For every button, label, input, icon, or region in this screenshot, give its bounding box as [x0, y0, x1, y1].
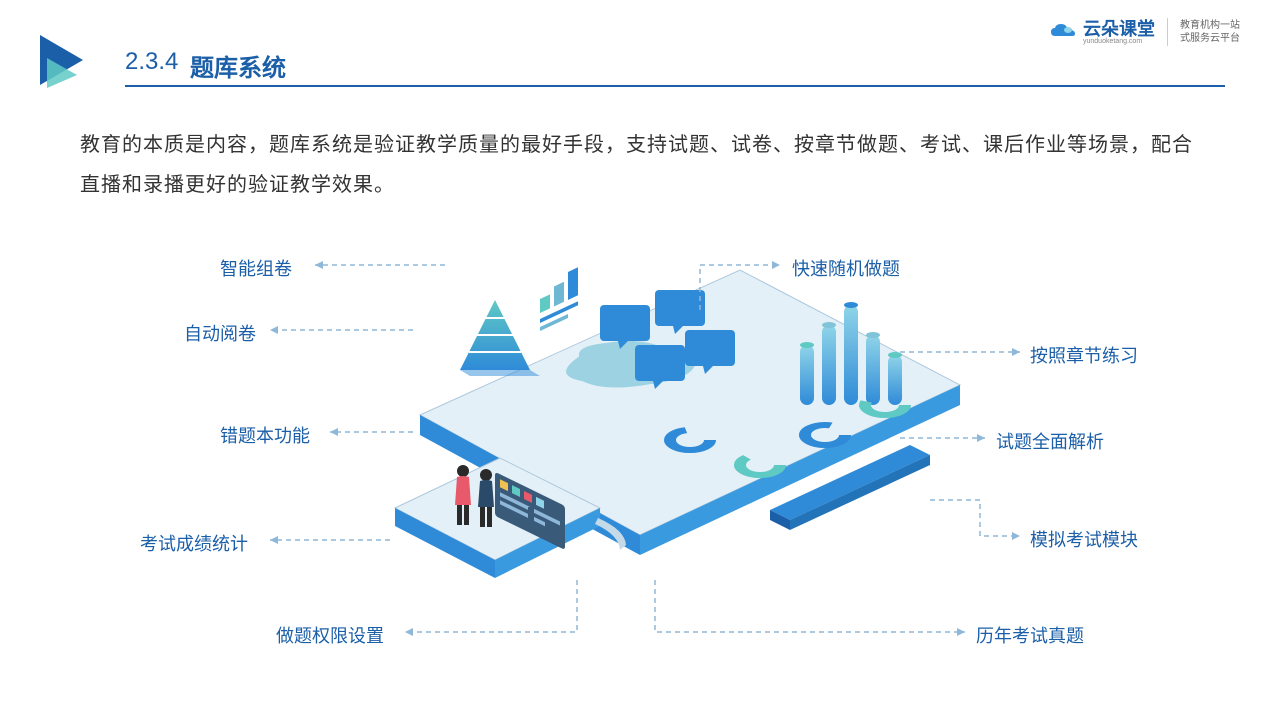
logo-domain: yunduoketang.com: [1083, 38, 1155, 45]
brand-logo: 云朵课堂 yunduoketang.com 教育机构一站 式服务云平台: [1049, 18, 1240, 46]
header-play-icon: [35, 30, 95, 95]
title-underline: [125, 85, 1225, 87]
isometric-illustration: [0, 230, 1280, 700]
logo-tagline-1: 教育机构一站: [1180, 19, 1240, 32]
logo-tagline-2: 式服务云平台: [1180, 32, 1240, 45]
label-auto-grade: 自动阅卷: [184, 320, 256, 346]
label-score-stats: 考试成绩统计: [140, 530, 248, 556]
label-smart-compose: 智能组卷: [220, 255, 292, 281]
label-mock-exam: 模拟考试模块: [1030, 526, 1138, 552]
section-title: 题库系统: [190, 48, 286, 83]
label-chapter: 按照章节练习: [1030, 342, 1138, 368]
pyramid-icon: [460, 300, 540, 376]
label-wrong-book: 错题本功能: [220, 422, 310, 448]
cloud-icon: [1049, 22, 1077, 42]
label-permission: 做题权限设置: [276, 622, 384, 648]
mini-bar-chart: [540, 267, 578, 331]
section-number: 2.3.4: [125, 48, 178, 76]
label-fast-random: 快速随机做题: [792, 255, 900, 281]
logo-brand: 云朵课堂: [1083, 20, 1155, 38]
label-full-analysis: 试题全面解析: [996, 428, 1104, 454]
feature-diagram: 智能组卷 自动阅卷 错题本功能 考试成绩统计 做题权限设置 快速随机做题 按照章…: [0, 230, 1280, 700]
label-past-exams: 历年考试真题: [976, 622, 1084, 648]
description-text: 教育的本质是内容，题库系统是验证教学质量的最好手段，支持试题、试卷、按章节做题、…: [80, 125, 1210, 205]
